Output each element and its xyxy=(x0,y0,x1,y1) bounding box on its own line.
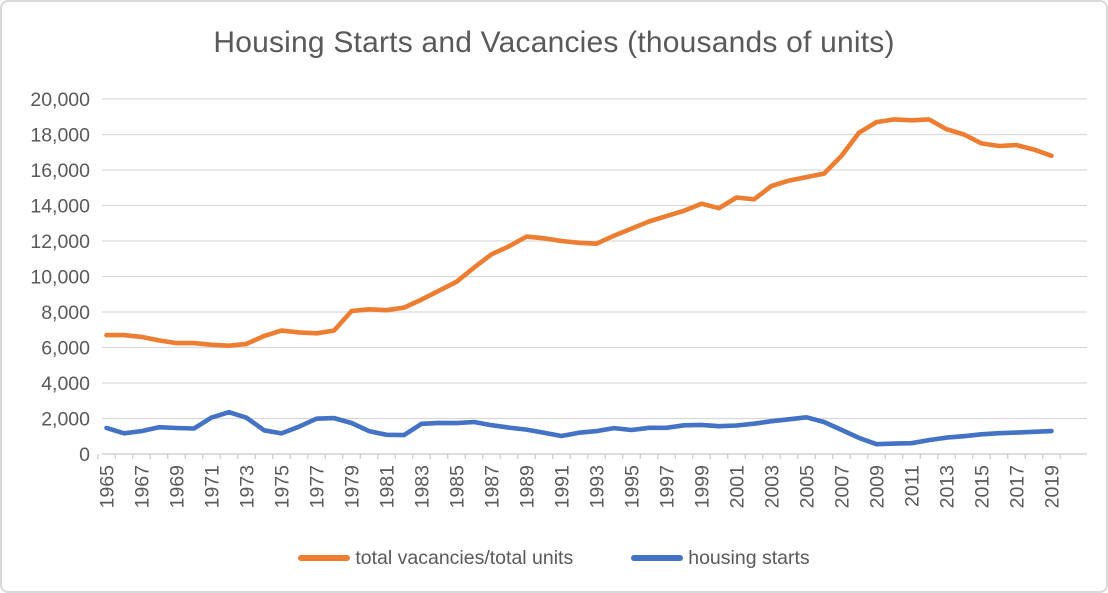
x-axis-label: 1975 xyxy=(271,465,293,509)
x-axis-label: 1967 xyxy=(131,465,153,508)
x-axis-label: 1971 xyxy=(201,465,223,508)
x-axis-label: 2015 xyxy=(971,465,993,509)
x-axis-label: 2003 xyxy=(761,465,783,508)
x-axis-label: 1993 xyxy=(586,465,608,508)
y-axis-label: 8,000 xyxy=(41,302,90,324)
x-axis-label: 2005 xyxy=(796,465,818,509)
x-axis-label: 2007 xyxy=(831,465,853,508)
y-axis-label: 6,000 xyxy=(41,337,90,359)
x-axis-label: 2019 xyxy=(1041,465,1063,508)
y-axis-label: 20,000 xyxy=(30,89,90,111)
legend-swatch-housing-starts-icon xyxy=(631,555,684,561)
x-axis-label: 1979 xyxy=(341,465,363,508)
y-axis-label: 18,000 xyxy=(30,124,90,146)
y-axis-label: 0 xyxy=(79,444,90,466)
y-axis-label: 4,000 xyxy=(41,373,90,395)
x-axis-label: 1995 xyxy=(621,465,643,509)
x-axis-label: 2017 xyxy=(1006,465,1028,508)
y-axis-label: 12,000 xyxy=(30,231,90,253)
legend-item-total-vacancies: total vacancies/total units xyxy=(298,547,573,570)
chart-legend: total vacancies/total units housing star… xyxy=(2,543,1106,573)
x-axis-label: 1983 xyxy=(411,465,433,508)
x-axis-label: 2011 xyxy=(901,465,923,507)
x-axis-label: 2009 xyxy=(866,465,888,508)
legend-swatch-vacancies-icon xyxy=(298,555,351,561)
x-axis-label: 1977 xyxy=(306,465,328,508)
y-axis-label: 14,000 xyxy=(30,195,90,217)
series-line-housing-starts xyxy=(104,409,1054,447)
chart-title: Housing Starts and Vacancies (thousands … xyxy=(213,26,895,59)
x-axis-label: 1991 xyxy=(551,465,573,508)
y-axis-label: 10,000 xyxy=(30,266,90,288)
x-axis-label: 1981 xyxy=(376,465,398,508)
x-axis-label: 1969 xyxy=(166,465,188,508)
series-line-total-vacancies xyxy=(104,117,1054,349)
legend-item-housing-starts: housing starts xyxy=(631,546,810,570)
x-axis-label: 1999 xyxy=(691,465,713,508)
x-axis-label: 1997 xyxy=(656,465,678,508)
x-axis-label: 1985 xyxy=(446,465,468,509)
x-axis-label: 1987 xyxy=(481,465,503,508)
chart-plot-svg: 0 2,000 4,000 6,000 8,000 10,000 12,000 14,000 1… xyxy=(30,89,1087,509)
y-axis-label: 2,000 xyxy=(41,408,90,430)
x-axis-label: 2001 xyxy=(726,465,748,508)
x-axis-label: 1973 xyxy=(236,465,258,508)
x-axis-label: 1965 xyxy=(96,465,118,509)
y-axis-label: 16,000 xyxy=(30,160,90,182)
x-axis-label: 1989 xyxy=(516,465,538,508)
x-axis-label: 2013 xyxy=(936,465,958,508)
legend-label-housing-starts: housing starts xyxy=(688,546,810,569)
legend-label-total-vacancies: total vacancies/total units xyxy=(355,546,574,569)
